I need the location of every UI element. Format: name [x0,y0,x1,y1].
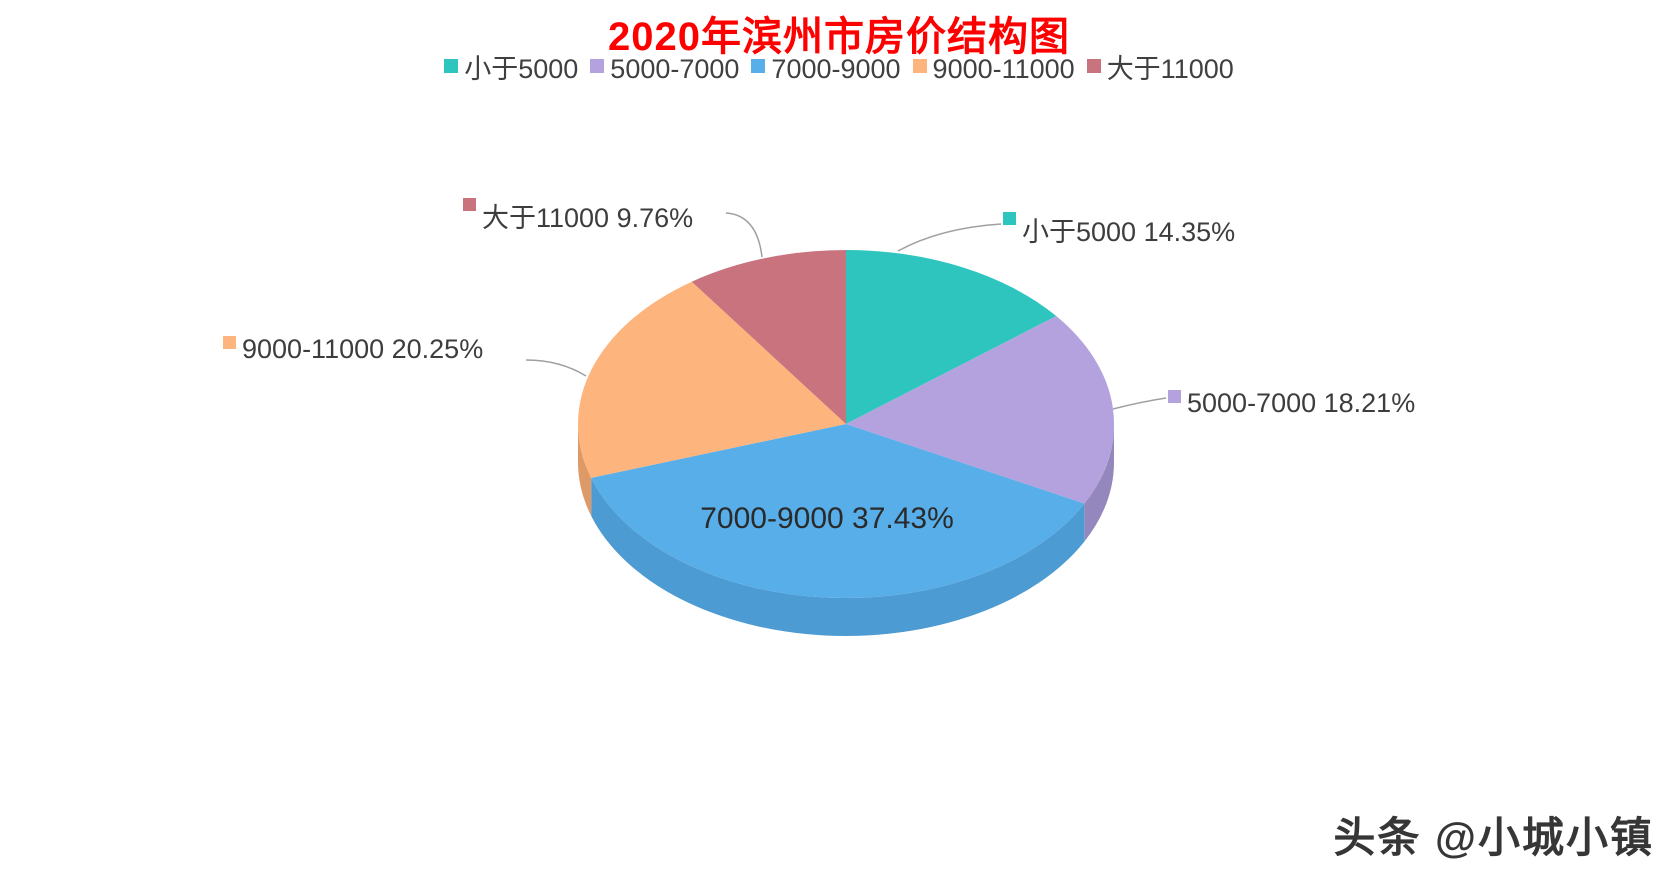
legend-item-3: 9000-11000 [912,54,1075,84]
leader-line-4 [725,212,763,258]
slice-label-text-0: 小于5000 14.35% [1022,217,1236,247]
legend-marker-1 [590,59,605,73]
pie-slice-side-3 [578,424,592,516]
legend-marker-2 [751,59,766,73]
legend-label-0: 小于5000 [464,54,579,84]
pie-slice-0 [846,250,1057,424]
legend-marker-3 [912,59,927,73]
pie-slice-1 [846,316,1115,504]
legend-item-4: 大于11000 [1086,54,1234,84]
legend-label-2: 7000-9000 [771,54,901,84]
pie-slice-side-1 [1084,424,1114,542]
legend-item-0: 小于5000 [444,54,578,84]
slice-label-marker-4 [463,198,476,211]
slice-label-2: 7000-9000 37.43% [700,502,954,536]
chart-title: 2020年滨州市房价结构图 [608,15,1070,59]
legend-label-4: 大于11000 [1106,54,1234,84]
legend-marker-0 [444,59,459,73]
slice-label-text-4: 大于11000 9.76% [482,203,694,233]
pie-slice-4 [691,250,846,424]
slice-label-4: 大于11000 9.76% [463,196,693,235]
slice-label-3: 9000-11000 20.25% [223,334,483,365]
slice-label-marker-0 [1003,212,1016,225]
slice-label-text-2: 7000-9000 37.43% [700,502,954,535]
legend-item-1: 5000-7000 [590,54,739,84]
slice-label-0: 小于5000 14.35% [1003,210,1235,249]
pie-slice-2 [591,424,1085,598]
slice-label-text-3: 9000-11000 20.25% [242,334,484,364]
leader-line-1 [1112,397,1167,410]
legend-label-3: 9000-11000 [932,54,1075,84]
leader-line-3 [525,359,587,377]
leader-line-0 [897,223,1002,252]
slice-label-marker-1 [1168,390,1181,403]
legend-marker-4 [1086,59,1101,73]
legend-label-1: 5000-7000 [610,54,740,84]
slice-label-1: 5000-7000 18.21% [1168,388,1415,419]
pie-slice-side-2 [591,477,1085,636]
legend-item-2: 7000-9000 [751,54,901,84]
watermark-text: 头条 @小城小镇 [1333,814,1654,861]
pie-slice-3 [577,281,846,478]
slice-label-marker-3 [223,336,236,349]
legend: 小于5000 5000-7000 7000-9000 9000-11000 大于1100… [0,54,1678,84]
slice-label-text-1: 5000-7000 18.21% [1187,388,1416,418]
